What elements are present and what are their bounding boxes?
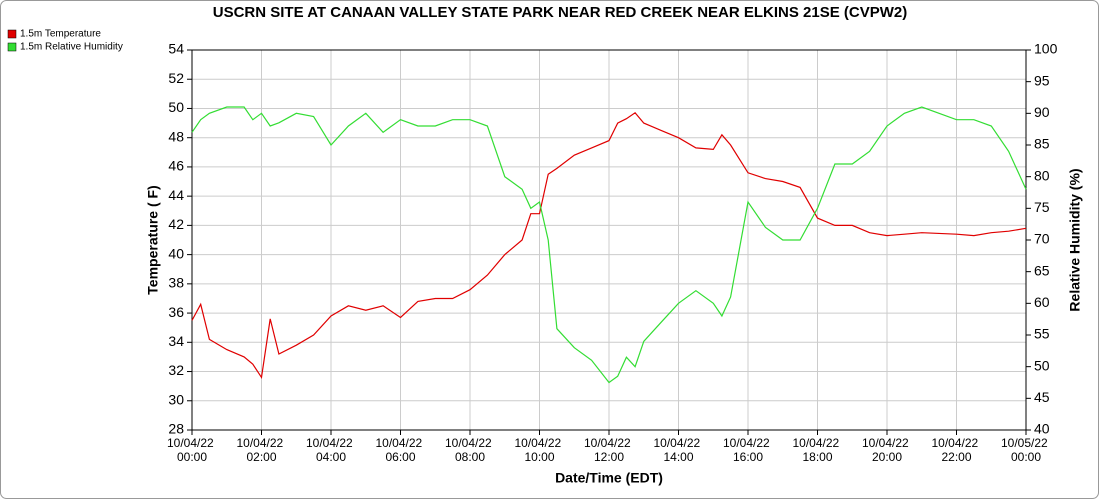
y-tick-label: 32 [168,362,184,378]
y2-tick-label: 65 [1034,262,1050,278]
legend-label: 1.5m Relative Humidity [20,42,123,53]
y-tick-label: 44 [168,187,184,203]
legend-swatch [7,42,17,52]
data-line [191,112,1027,380]
y-tick-label: 52 [168,70,184,86]
x-axis-label: Date/Time (EDT) [555,470,663,486]
y-tick-label: 48 [168,128,184,144]
y2-tick-label: 60 [1034,294,1050,310]
y-tick-label: 46 [168,158,184,174]
x-tick-label: 10/04/22 02:00 [236,436,286,464]
x-tick-label: 10/04/22 00:00 [167,436,217,464]
x-tick-label: 10/04/22 16:00 [723,436,773,464]
y2-tick-label: 70 [1034,231,1050,247]
y-tick-label: 28 [168,421,184,437]
y2-tick-label: 50 [1034,357,1050,373]
y2-tick-label: 75 [1034,199,1050,215]
x-tick-label: 10/04/22 22:00 [931,436,981,464]
x-tick-label: 10/05/22 00:00 [1001,436,1051,464]
y2-tick-label: 95 [1034,72,1050,88]
y2-tick-label: 80 [1034,167,1050,183]
x-tick-label: 10/04/22 04:00 [306,436,356,464]
y-tick-label: 36 [168,304,184,320]
x-tick-label: 10/04/22 10:00 [514,436,564,464]
x-tick-label: 10/04/22 08:00 [445,436,495,464]
y2-tick-label: 90 [1034,104,1050,120]
legend-label: 1.5m Temperature [20,29,101,40]
y-tick-label: 40 [168,245,184,261]
plot-border [191,49,1027,431]
legend-swatch [7,29,17,39]
x-tick-label: 10/04/22 14:00 [653,436,703,464]
y-tick-label: 38 [168,275,184,291]
y-axis-label: Temperature ( F) [145,185,161,294]
y-tick-label: 34 [168,333,184,349]
y2-axis-label: Relative Humidity (%) [1067,168,1083,311]
y2-tick-label: 85 [1034,136,1050,152]
y-tick-label: 50 [168,99,184,115]
x-tick-label: 10/04/22 12:00 [584,436,634,464]
y-tick-label: 30 [168,391,184,407]
y-tick-label: 54 [168,41,184,57]
y-tick-label: 42 [168,216,184,232]
chart-title: USCRN SITE AT CANAAN VALLEY STATE PARK N… [213,4,908,21]
x-tick-label: 10/04/22 06:00 [375,436,425,464]
y2-tick-label: 100 [1034,41,1058,57]
data-line [191,106,1027,384]
y2-tick-label: 45 [1034,389,1050,405]
x-tick-label: 10/04/22 20:00 [862,436,912,464]
y2-tick-label: 55 [1034,326,1050,342]
x-tick-label: 10/04/22 18:00 [792,436,842,464]
y2-tick-label: 40 [1034,421,1050,437]
